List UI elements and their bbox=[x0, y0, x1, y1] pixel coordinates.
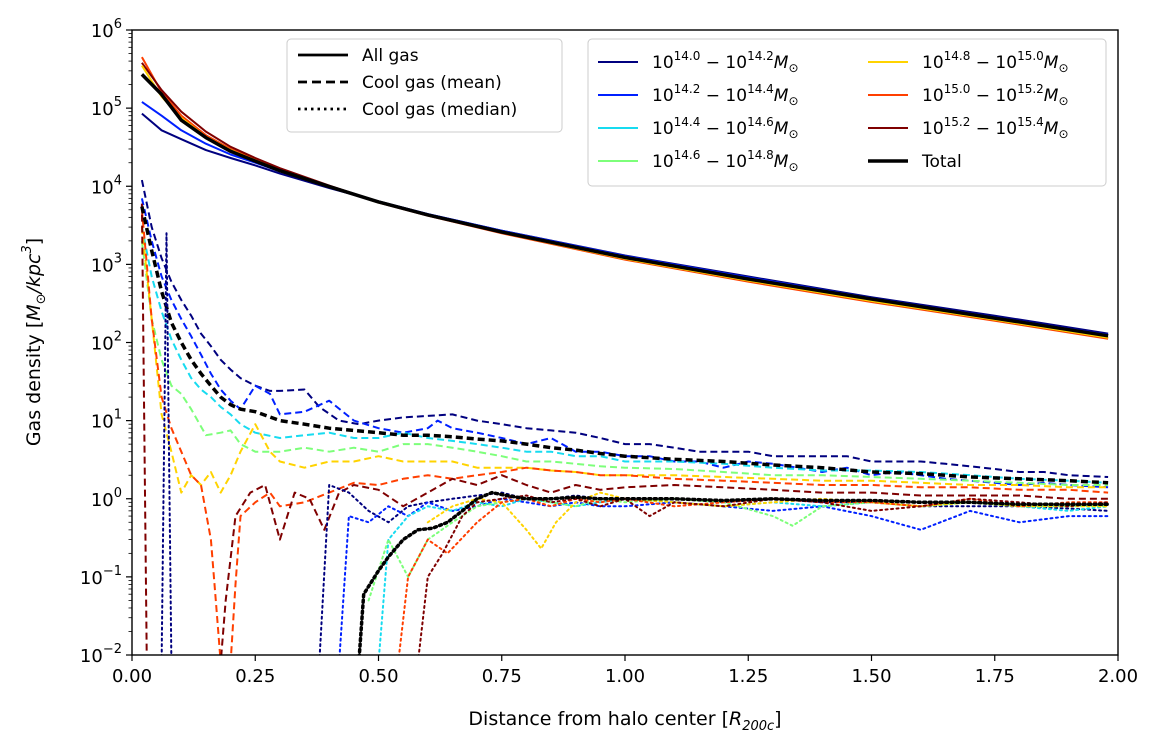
x-tick-label: 0.25 bbox=[235, 666, 275, 687]
legend-mass-label: 1015.0 − 1015.2M⊙ bbox=[922, 82, 1069, 108]
series-mean-15p2-15p4 bbox=[140, 203, 1109, 655]
series-median-14p2-14p4 bbox=[338, 497, 1110, 655]
series-mean-14p4-14p6 bbox=[140, 226, 1109, 484]
y-tick-label: 106 bbox=[91, 17, 122, 42]
legend-style-box bbox=[286, 38, 563, 133]
series-mean-14p8-15p0 bbox=[140, 226, 1109, 494]
y-tick-label: 103 bbox=[91, 251, 122, 276]
series-mean-14p6-14p8 bbox=[140, 240, 1109, 486]
x-tick-label: 0.00 bbox=[112, 666, 152, 687]
y-axis-label: Gas density [M⊙/kpc3] bbox=[20, 238, 49, 446]
x-tick-label: 2.00 bbox=[1098, 666, 1138, 687]
series-median-15p0-15p2 bbox=[398, 497, 1110, 655]
series-layer bbox=[140, 56, 1110, 655]
legend-line-style: All gas Cool gas (mean) Cool gas (median) bbox=[286, 38, 563, 133]
x-axis-label: Distance from halo center [R200c] bbox=[468, 708, 781, 734]
series-median-14p4-14p6 bbox=[378, 497, 1110, 655]
y-tick-label: 104 bbox=[91, 173, 122, 198]
legend-mass-label: 1014.0 − 1014.2M⊙ bbox=[652, 49, 799, 75]
series-median-15p2-15p4 bbox=[417, 494, 1110, 655]
series-mean-14p0-14p2 bbox=[140, 179, 1109, 478]
legend-mass-label: 1014.2 − 1014.4M⊙ bbox=[652, 82, 799, 108]
y-tick-label: 102 bbox=[91, 330, 122, 355]
x-tick-label: 0.75 bbox=[482, 666, 522, 687]
legend-style-label: All gas bbox=[362, 46, 419, 66]
series-mean-total bbox=[140, 206, 1109, 485]
y-tick-label: 101 bbox=[91, 408, 122, 433]
legend-mass-label: 1014.4 − 1014.6M⊙ bbox=[652, 115, 799, 141]
x-axis: 0.00 0.25 0.50 0.75 1.00 1.25 1.50 1.75 2.00 bbox=[112, 655, 1138, 687]
legend-style-label: Cool gas (mean) bbox=[362, 73, 502, 93]
legend-mass-label: 1014.8 − 1015.0M⊙ bbox=[922, 49, 1069, 75]
y-axis: 10−2 10−1 100 101 102 103 104 105 106 bbox=[80, 17, 132, 667]
series-all-total bbox=[140, 73, 1109, 338]
y-tick-label: 10−1 bbox=[80, 564, 122, 589]
legend-style-label: Cool gas (median) bbox=[362, 100, 517, 120]
legend-mass-bins: 1014.0 − 1014.2M⊙ 1014.2 − 1014.4M⊙ 1014.4… bbox=[587, 38, 1107, 187]
x-tick-label: 1.25 bbox=[728, 666, 768, 687]
series-mean-15p0-15p2 bbox=[140, 209, 1109, 655]
legend-mass-label: Total bbox=[921, 152, 962, 172]
y-tick-label: 105 bbox=[91, 95, 122, 120]
legend-mass-box bbox=[587, 38, 1107, 187]
y-tick-label: 100 bbox=[91, 486, 122, 511]
legend-mass-label: 1014.6 − 1014.8M⊙ bbox=[652, 148, 799, 174]
x-tick-label: 1.75 bbox=[975, 666, 1015, 687]
series-median-total bbox=[357, 490, 1110, 655]
legend-mass-label: 1015.2 − 1015.4M⊙ bbox=[922, 115, 1069, 141]
y-tick-label: 10−2 bbox=[80, 642, 122, 667]
x-tick-label: 0.50 bbox=[358, 666, 398, 687]
series-median-14p0-14p2 bbox=[160, 232, 1110, 655]
x-tick-label: 1.00 bbox=[605, 666, 645, 687]
x-tick-label: 1.50 bbox=[851, 666, 891, 687]
series-median-14p6-14p8 bbox=[367, 497, 1110, 602]
